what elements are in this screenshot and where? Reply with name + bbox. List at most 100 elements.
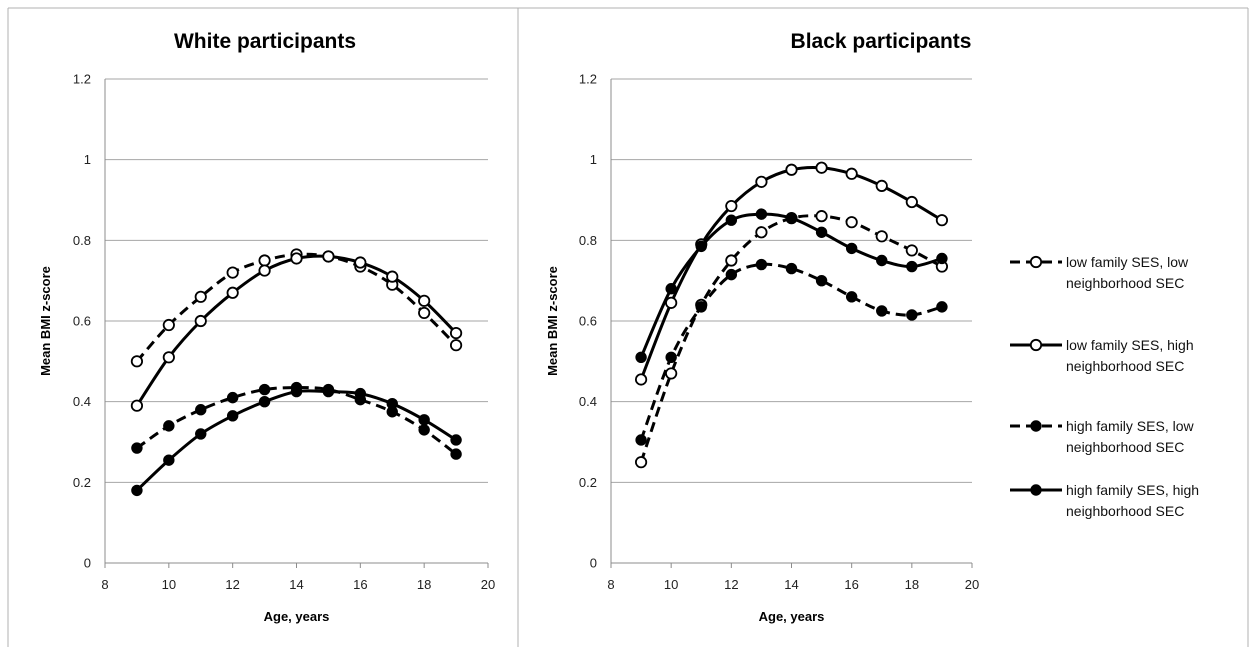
data-point-white-s0-x19 [449, 339, 463, 352]
data-point-black-s2-x11 [695, 301, 707, 313]
x-tick-label-white: 12 [225, 577, 239, 592]
data-point-black-s3-x16 [845, 242, 858, 255]
x-tick-label-black: 18 [905, 577, 919, 592]
data-point-white-s2-x19 [450, 448, 462, 460]
legend-label-line1-1: low family SES, high [1066, 337, 1194, 353]
data-point-white-s2-x10 [163, 420, 175, 432]
data-point-white-s3-x18 [418, 414, 430, 426]
x-tick-label-black: 14 [784, 577, 798, 592]
data-point-black-s0-x12 [725, 254, 738, 267]
x-tick-label-black: 10 [664, 577, 678, 592]
data-point-black-s3-x9 [635, 351, 647, 363]
data-point-white-s3-x14 [290, 385, 303, 398]
series-line-black-2 [639, 262, 943, 441]
data-point-black-s0-x9 [634, 456, 648, 469]
y-tick-label-white: 0.6 [73, 314, 91, 329]
data-point-black-s1-x9 [634, 373, 648, 386]
x-tick-label-black: 20 [965, 577, 979, 592]
series-line-white-2 [136, 386, 457, 456]
data-point-white-s1-x11 [194, 314, 207, 328]
data-point-white-s0-x9 [130, 355, 144, 368]
data-point-white-s3-x15 [322, 385, 335, 398]
y-tick-label-black: 0 [590, 556, 597, 571]
data-point-black-s1-x13 [755, 175, 768, 188]
data-point-black-s0-x16 [845, 216, 858, 229]
y-tick-label-white: 0 [84, 556, 91, 571]
data-point-black-s0-x10 [665, 367, 678, 380]
legend-label-line1-2: high family SES, low [1066, 418, 1194, 434]
data-point-black-s3-x11 [695, 240, 707, 253]
chart-panel-white: White participants 0 0.2 0.4 0.6 0.8 1 1.2 8 10 12… [38, 30, 495, 624]
data-point-white-s2-x18 [418, 424, 430, 436]
data-point-white-s3-x13 [258, 395, 271, 408]
data-point-white-s2-x11 [195, 404, 207, 416]
data-point-black-s2-x14 [785, 262, 798, 275]
y-tick-label-black: 1.2 [579, 72, 597, 87]
data-point-white-s0-x18 [418, 306, 431, 320]
data-point-black-s2-x9 [635, 434, 647, 446]
data-point-white-s0-x11 [194, 290, 207, 303]
data-point-black-s3-x18 [906, 260, 918, 273]
data-point-black-s3-x14 [785, 212, 798, 224]
y-tick-label-white: 1.2 [73, 72, 91, 87]
legend-label-line1-3: high family SES, high [1066, 482, 1199, 498]
data-point-black-s3-x17 [876, 254, 888, 267]
data-point-black-s1-x14 [785, 163, 798, 176]
x-tick-label-black: 8 [607, 577, 614, 592]
panel-title-white: White participants [174, 30, 356, 53]
data-point-white-s1-x14 [290, 252, 303, 265]
data-point-white-s3-x17 [386, 397, 398, 410]
data-point-black-s1-x19 [935, 214, 949, 227]
x-tick-label-white: 14 [289, 577, 303, 592]
y-tick-label-white: 1 [84, 152, 91, 167]
data-point-black-s3-x19 [936, 252, 948, 265]
data-point-white-s3-x16 [354, 387, 367, 400]
data-point-white-s2-x9 [131, 442, 143, 454]
legend-marker-2 [1030, 420, 1042, 432]
data-point-white-s3-x19 [450, 434, 462, 446]
data-point-black-s1-x12 [725, 199, 738, 213]
data-point-black-s1-x10 [665, 296, 678, 309]
chart-legend: low family SES, low neighborhood SEC low f… [1010, 254, 1199, 519]
data-point-white-s1-x19 [449, 326, 463, 340]
legend-marker-0 [1029, 255, 1043, 269]
x-axis-title-white: Age, years [264, 609, 330, 624]
data-point-white-s2-x13 [258, 383, 271, 396]
data-point-black-s1-x15 [815, 161, 828, 174]
data-point-black-s2-x16 [845, 291, 858, 303]
data-point-white-s3-x10 [163, 454, 175, 466]
panel-title-black: Black participants [791, 30, 972, 53]
data-point-white-s0-x12 [226, 266, 239, 279]
data-point-black-s0-x15 [815, 210, 828, 223]
data-point-white-s0-x10 [162, 318, 175, 332]
x-tick-label-white: 8 [101, 577, 108, 592]
y-axis-title-white: Mean BMI z-score [38, 266, 53, 376]
data-point-black-s3-x12 [725, 214, 738, 226]
x-tick-label-black: 16 [844, 577, 858, 592]
data-point-white-s0-x13 [258, 254, 271, 267]
y-tick-label-black: 1 [590, 152, 597, 167]
data-point-white-s3-x11 [195, 428, 207, 440]
data-point-black-s1-x16 [845, 167, 858, 180]
data-point-black-s2-x17 [876, 305, 888, 317]
data-point-black-s2-x19 [936, 301, 948, 313]
legend-label-line2-0: neighborhood SEC [1066, 275, 1184, 291]
x-tick-label-black: 12 [724, 577, 738, 592]
data-point-black-s3-x10 [665, 283, 677, 295]
legend-label-line2-2: neighborhood SEC [1066, 439, 1184, 455]
data-point-white-s1-x16 [354, 256, 367, 269]
data-point-white-s1-x12 [226, 286, 239, 299]
y-tick-label-black: 0.8 [579, 233, 597, 248]
data-point-white-s1-x10 [162, 351, 175, 364]
x-axis-title-black: Age, years [759, 609, 825, 624]
data-point-black-s2-x18 [906, 309, 918, 321]
data-point-white-s3-x9 [131, 484, 143, 497]
x-tick-label-white: 18 [417, 577, 431, 592]
data-point-black-s0-x18 [905, 244, 918, 257]
y-tick-label-black: 0.6 [579, 314, 597, 329]
data-point-black-s2-x10 [665, 351, 677, 363]
y-tick-label-black: 0.4 [579, 394, 597, 409]
y-axis-title-black: Mean BMI z-score [545, 266, 560, 376]
data-point-black-s3-x13 [755, 208, 768, 220]
